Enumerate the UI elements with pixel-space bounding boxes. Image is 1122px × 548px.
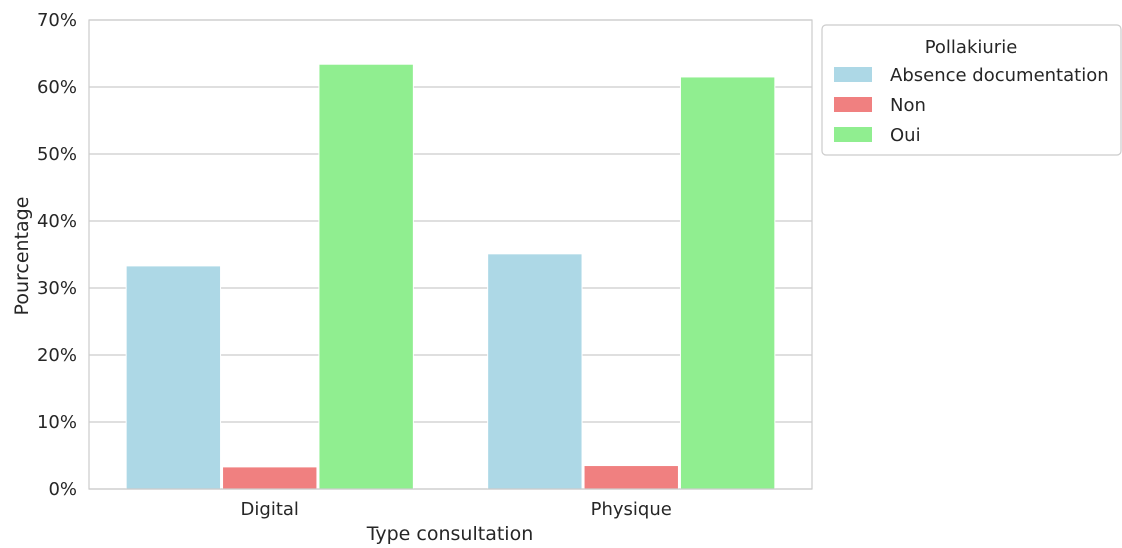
y-tick-label: 20% bbox=[37, 345, 77, 366]
bar-absence-documentation-physique bbox=[487, 253, 583, 490]
plot-frame bbox=[88, 19, 813, 490]
y-tick-label: 60% bbox=[37, 77, 77, 98]
x-tick-label: Physique bbox=[591, 499, 672, 520]
y-tick-label: 0% bbox=[48, 479, 77, 500]
legend-items: Absence documentation Non Oui bbox=[834, 65, 1109, 146]
y-axis-title: Pourcentage bbox=[11, 197, 33, 316]
x-tick-label: Digital bbox=[241, 499, 299, 520]
y-tick-labels: 0% 10% 20% 30% 40% 50% 60% 70% bbox=[37, 10, 77, 500]
x-tick-labels: Digital Physique bbox=[241, 499, 672, 520]
legend-frame bbox=[821, 24, 1122, 156]
legend-title: Pollakiurie bbox=[925, 37, 1018, 58]
bar-non-digital bbox=[222, 466, 318, 490]
legend: Pollakiurie Absence documentation Non Oui bbox=[821, 24, 1122, 156]
y-tick-label: 10% bbox=[37, 412, 77, 433]
legend-swatch bbox=[834, 127, 872, 142]
legend-label: Non bbox=[890, 95, 926, 116]
legend-swatch bbox=[834, 97, 872, 112]
legend-label: Absence documentation bbox=[890, 65, 1109, 86]
y-tick-label: 50% bbox=[37, 144, 77, 165]
bars bbox=[125, 63, 776, 490]
y-tick-label: 40% bbox=[37, 211, 77, 232]
x-axis-title: Type consultation bbox=[366, 523, 534, 545]
y-tick-label: 30% bbox=[37, 278, 77, 299]
legend-swatch bbox=[834, 67, 872, 82]
y-tick-label: 70% bbox=[37, 10, 77, 31]
bar-non-physique bbox=[583, 465, 679, 490]
bar-oui-digital bbox=[318, 63, 414, 490]
legend-label: Oui bbox=[890, 125, 921, 146]
bar-oui-physique bbox=[679, 76, 776, 490]
bar-absence-documentation-digital bbox=[125, 265, 222, 490]
